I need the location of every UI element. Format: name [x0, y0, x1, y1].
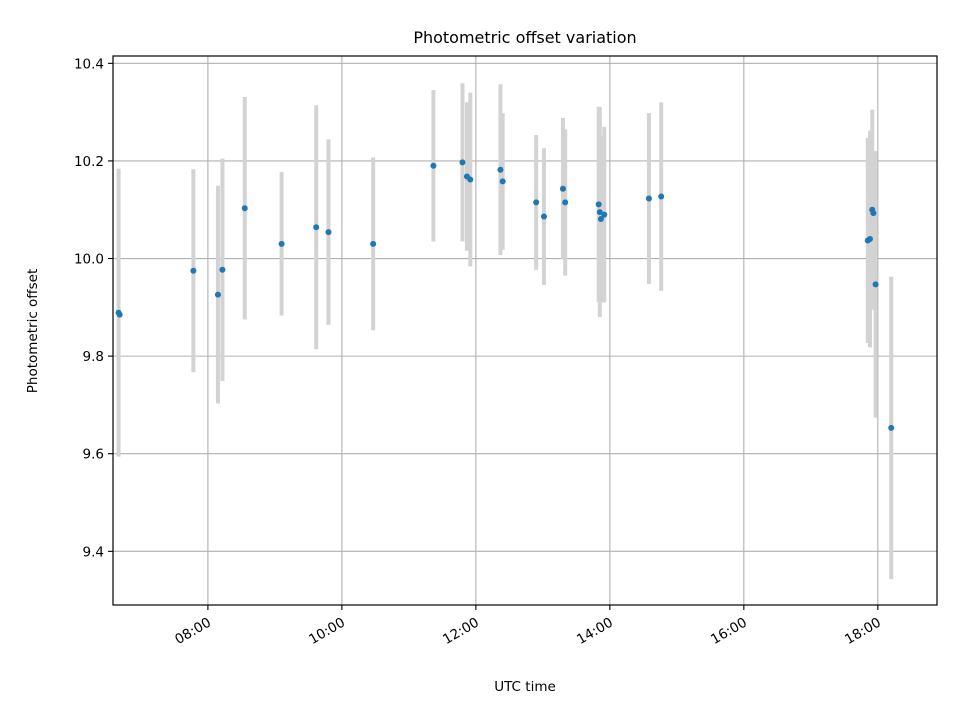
- y-tick-label: 9.4: [83, 544, 104, 560]
- data-point: [370, 240, 377, 247]
- y-axis-ticks: 9.4 9.6 9.8 10.0 10.2 10.4: [74, 56, 113, 560]
- data-point: [595, 201, 602, 208]
- x-tick-label: 14:00: [574, 615, 616, 648]
- data-point: [499, 178, 506, 185]
- data-point: [214, 291, 221, 298]
- x-axis-ticks: 08:00 10:00 12:00 14:00 16:00 18:00: [172, 605, 884, 648]
- y-axis-label: Photometric offset: [25, 269, 41, 393]
- data-point: [645, 195, 652, 202]
- data-point: [601, 211, 608, 218]
- data-point: [870, 210, 877, 217]
- data-point: [597, 215, 604, 222]
- data-point: [313, 224, 320, 231]
- x-tick-label: 10:00: [306, 615, 348, 648]
- data-point: [497, 166, 504, 173]
- plot-frame: [112, 55, 938, 606]
- data-point: [467, 176, 474, 183]
- data-point: [241, 205, 248, 212]
- x-tick-label: 18:00: [842, 615, 884, 648]
- y-tick-label: 9.6: [83, 447, 104, 463]
- y-tick-label: 10.0: [74, 252, 104, 268]
- data-point: [219, 266, 226, 273]
- y-tick-label: 10.2: [74, 154, 104, 170]
- data-point: [278, 240, 285, 247]
- x-axis-label: UTC time: [494, 679, 556, 695]
- data-point: [459, 159, 466, 166]
- x-tick-label: 16:00: [708, 615, 750, 648]
- data-points: [115, 159, 895, 431]
- data-point: [872, 281, 879, 288]
- data-point: [888, 424, 895, 431]
- data-point: [533, 199, 540, 206]
- data-point: [190, 267, 197, 274]
- data-point: [325, 229, 332, 236]
- data-point: [562, 199, 569, 206]
- x-tick-label: 12:00: [440, 615, 482, 648]
- grid-lines: [113, 56, 937, 605]
- data-point: [559, 185, 566, 192]
- data-point: [540, 213, 547, 220]
- y-tick-label: 9.8: [83, 349, 104, 365]
- data-point: [596, 209, 603, 216]
- x-tick-label: 08:00: [172, 615, 214, 648]
- data-point: [867, 236, 874, 242]
- y-tick-label: 10.4: [74, 56, 104, 72]
- data-point: [658, 193, 665, 200]
- error-bars: [116, 83, 894, 580]
- data-point: [430, 162, 437, 169]
- chart-title: Photometric offset variation: [413, 28, 636, 47]
- data-point: [116, 311, 123, 318]
